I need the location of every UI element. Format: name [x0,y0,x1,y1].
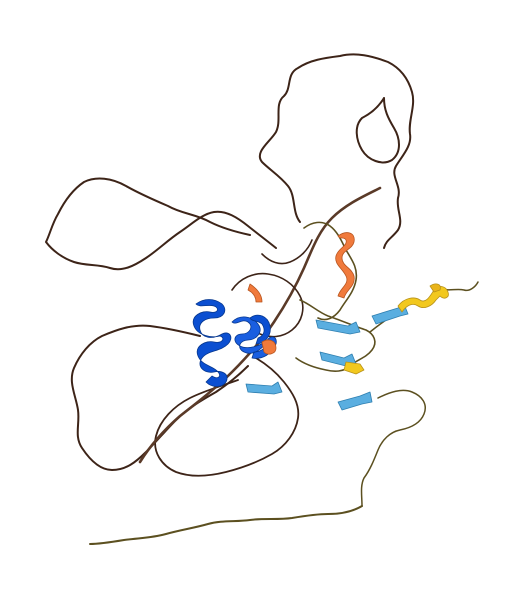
long-connecting-strand [138,186,382,464]
coil-cluster-center [231,239,313,338]
low-confidence-orange [247,232,355,355]
coil-right-upper [303,221,358,321]
coil-lower-right [360,389,426,507]
coil-bottom-tail [89,505,363,545]
disordered-loop-top [258,53,415,249]
disordered-loop-middle [154,357,300,477]
disordered-loop-left [45,177,277,271]
disordered-loop-top-inner [355,97,400,164]
low-confidence-yellow [343,283,449,375]
beta-sheets-lightblue [245,303,409,411]
coil-right-middle [295,299,376,372]
